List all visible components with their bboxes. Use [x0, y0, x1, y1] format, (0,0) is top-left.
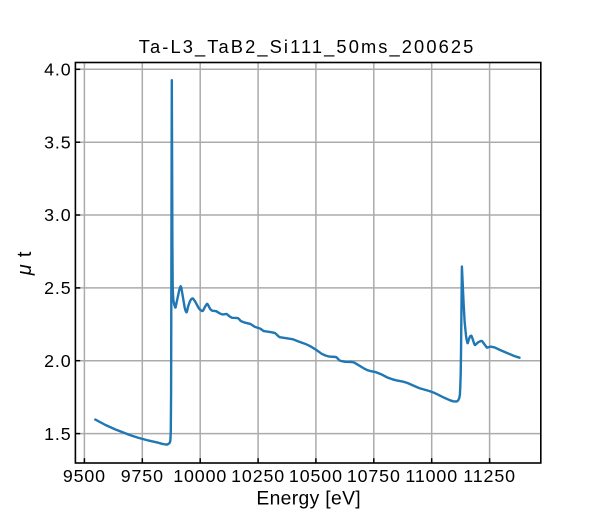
svg-text:3.5: 3.5	[44, 132, 71, 152]
svg-text:μ t: μ t	[14, 251, 36, 276]
svg-text:Ta-L3_TaB2_Si111_50ms_200625: Ta-L3_TaB2_Si111_50ms_200625	[139, 36, 476, 58]
svg-text:11000: 11000	[405, 466, 458, 486]
svg-text:Energy [eV]: Energy [eV]	[256, 489, 361, 510]
svg-text:2.0: 2.0	[44, 351, 71, 371]
svg-text:4.0: 4.0	[44, 60, 71, 80]
svg-text:11250: 11250	[463, 466, 516, 486]
svg-text:9750: 9750	[121, 466, 164, 486]
svg-text:10250: 10250	[231, 466, 285, 486]
svg-text:10000: 10000	[173, 466, 227, 486]
svg-text:10500: 10500	[289, 466, 343, 486]
svg-text:1.5: 1.5	[44, 424, 71, 444]
svg-text:10750: 10750	[347, 466, 401, 486]
svg-text:2.5: 2.5	[44, 278, 71, 298]
svg-text:3.0: 3.0	[44, 205, 71, 225]
svg-text:9500: 9500	[63, 466, 106, 486]
